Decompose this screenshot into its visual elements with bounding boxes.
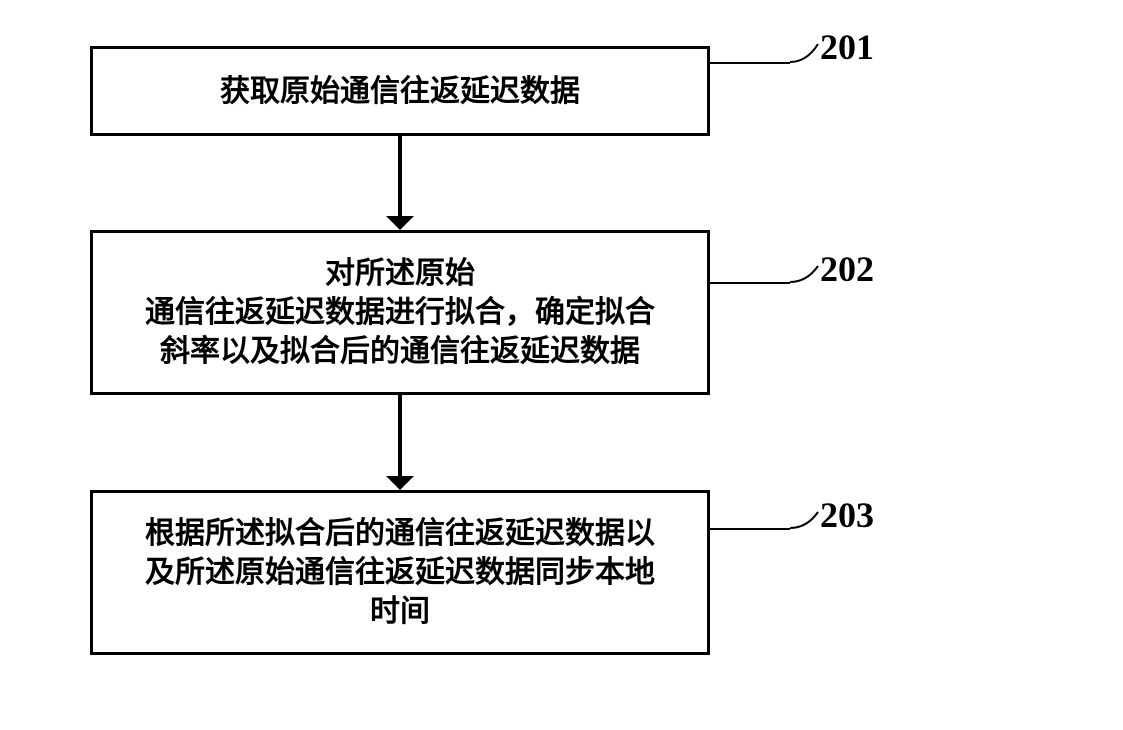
callout-curve xyxy=(788,42,820,64)
flow-node-n2: 对所述原始 通信往返延迟数据进行拟合，确定拟合 斜率以及拟合后的通信往返延迟数据 xyxy=(90,230,710,395)
node-label-n1: 201 xyxy=(820,26,874,68)
node-text: 获取原始通信往返延迟数据 xyxy=(220,72,580,111)
flow-node-n1: 获取原始通信往返延迟数据 xyxy=(90,46,710,136)
flowchart-canvas: 获取原始通信往返延迟数据 201 对所述原始 通信往返延迟数据进行拟合，确定拟合 斜… xyxy=(0,0,1123,730)
arrow-head-0 xyxy=(386,216,414,230)
callout-curve xyxy=(788,264,820,284)
flow-node-n3: 根据所述拟合后的通信往返延迟数据以 及所述原始通信往返延迟数据同步本地 时间 xyxy=(90,490,710,655)
callout-curve xyxy=(788,510,820,530)
arrow-line-1 xyxy=(398,395,402,476)
callout-line xyxy=(710,62,790,64)
arrow-line-0 xyxy=(398,136,402,216)
arrow-head-1 xyxy=(386,476,414,490)
node-text: 根据所述拟合后的通信往返延迟数据以 及所述原始通信往返延迟数据同步本地 时间 xyxy=(145,514,655,631)
node-text: 对所述原始 通信往返延迟数据进行拟合，确定拟合 斜率以及拟合后的通信往返延迟数据 xyxy=(145,254,655,371)
node-label-n3: 203 xyxy=(820,494,874,536)
callout-line xyxy=(710,528,790,530)
node-label-n2: 202 xyxy=(820,248,874,290)
callout-line xyxy=(710,282,790,284)
